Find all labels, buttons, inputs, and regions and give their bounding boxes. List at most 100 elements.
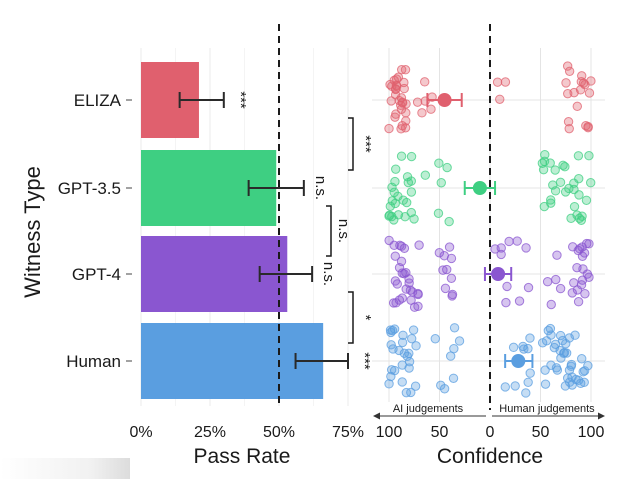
y-tick-label-gpt-3-5: GPT-3.5 [58, 179, 121, 198]
confidence-points-gpt-4 [384, 235, 594, 312]
confidence-point [573, 151, 584, 161]
confidence-x-tick-label: 50 [532, 424, 550, 441]
confidence-point [430, 334, 440, 344]
confidence-point [514, 296, 525, 306]
confidence-point [542, 277, 553, 287]
confidence-point [561, 78, 571, 88]
confidence-point [404, 278, 414, 288]
confidence-point [563, 88, 573, 99]
confidence-point [396, 151, 407, 161]
confidence-point [581, 195, 592, 206]
confidence-point [570, 330, 580, 340]
y-tick-label-eliza: ELIZA [74, 91, 122, 110]
confidence-point [436, 178, 446, 188]
confidence-point [584, 151, 594, 161]
confidence-point [449, 323, 460, 333]
confidence-point [444, 242, 455, 252]
confidence-point [580, 289, 590, 299]
confidence-point [387, 211, 397, 222]
confidence-point [501, 297, 511, 308]
pass-rate-x-tick-label: 0% [129, 424, 152, 441]
confidence-point [454, 336, 465, 346]
mean-marker [491, 267, 506, 281]
confidence-point [548, 180, 558, 190]
confidence-point [391, 80, 402, 90]
confidence-point [492, 77, 503, 87]
confidence-point [446, 273, 457, 284]
confidence-point [406, 187, 417, 197]
confidence-point [583, 123, 593, 133]
confidence-point [558, 160, 568, 170]
confidence-point [397, 377, 407, 387]
confidence-point [563, 117, 574, 127]
significance-bracket: * [348, 291, 374, 344]
pass-rate-error-bar [247, 180, 305, 196]
bracket-label: * [357, 315, 374, 321]
confidence-point [567, 372, 577, 382]
confidence-point [426, 104, 436, 114]
confidence-point [556, 353, 566, 363]
bottom-left-corner-shade [0, 458, 130, 479]
confidence-point [395, 240, 405, 251]
y-axis-title: Witness Type [20, 166, 45, 298]
confidence-x-tick-label: 0 [486, 424, 495, 441]
confidence-point [413, 301, 423, 312]
ai-judgements-label: AI judgements [393, 403, 464, 415]
pass-rate-significance-label: *** [232, 91, 249, 109]
pass-rate-significance-label: n.s. [320, 262, 337, 286]
confidence-point [387, 182, 397, 192]
confidence-point [406, 151, 417, 162]
confidence-point [417, 108, 427, 118]
confidence-point [569, 201, 580, 212]
confidence-point [409, 214, 419, 224]
confidence-point [521, 388, 531, 398]
confidence-point [436, 380, 446, 391]
mean-marker [511, 354, 526, 368]
confidence-point [434, 158, 444, 168]
y-tick-label-human: Human [66, 352, 121, 371]
confidence-point [407, 333, 417, 344]
confidence-mean-gpt-3-5 [463, 181, 497, 195]
pass-rate-error-bar [258, 266, 314, 282]
confidence-point [434, 248, 445, 258]
confidence-point [555, 330, 566, 341]
confidence-point [385, 201, 396, 212]
confidence-point [552, 365, 563, 375]
confidence-point [555, 283, 566, 294]
bracket-line [326, 205, 332, 257]
confidence-point [402, 172, 413, 182]
human-judgements-label: Human judgements [499, 403, 595, 415]
confidence-point [562, 61, 573, 71]
confidence-x-tick-label: 50 [431, 424, 449, 441]
confidence-point [397, 268, 407, 278]
confidence-point [560, 187, 571, 197]
confidence-point [512, 236, 522, 246]
significance-bracket: n.s. [326, 205, 352, 257]
confidence-point [413, 288, 423, 299]
confidence-point [387, 325, 398, 336]
bracket-line [348, 291, 354, 344]
confidence-point [390, 90, 401, 100]
confidence-point [384, 235, 394, 246]
confidence-point [401, 108, 411, 118]
confidence-point [396, 124, 406, 134]
pass-rate-error-bar [294, 353, 349, 369]
confidence-point [390, 176, 400, 187]
confidence-point [384, 379, 394, 389]
confidence-point [394, 295, 405, 305]
confidence-point [401, 197, 412, 208]
confidence-point [566, 361, 576, 372]
confidence-point [540, 379, 551, 389]
confidence-point [521, 243, 531, 253]
confidence-mean-human [504, 354, 534, 368]
pass-rate-bar-human [141, 323, 324, 399]
confidence-point [495, 94, 505, 104]
confidence-point [389, 365, 400, 376]
confidence-mean-eliza [426, 93, 463, 107]
confidence-point [576, 215, 586, 225]
confidence-point [393, 191, 403, 201]
pass-rate-x-tick-label: 50% [263, 424, 295, 441]
confidence-point [552, 250, 562, 260]
confidence-point [523, 377, 533, 387]
